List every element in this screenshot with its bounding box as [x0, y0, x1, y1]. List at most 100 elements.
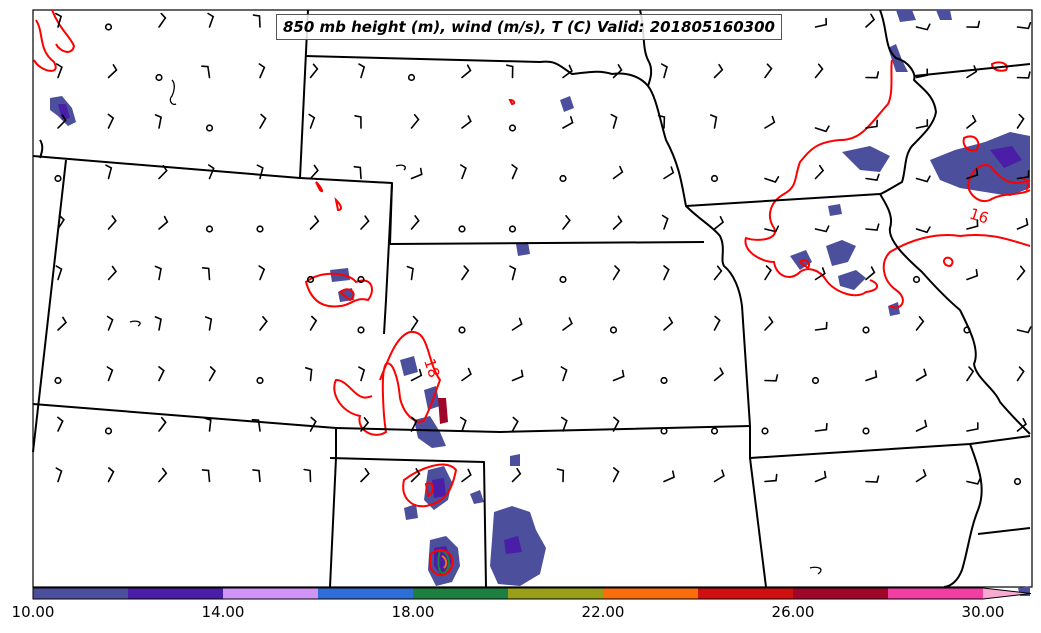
- wind-barb: [814, 422, 828, 432]
- wind-barb: [915, 119, 929, 129]
- wind-calm-marker: [508, 225, 517, 233]
- wind-barb: [204, 316, 213, 331]
- wind-calm-marker: [559, 174, 567, 183]
- state-boundaries: [32, 9, 1031, 588]
- wind-barb: [966, 20, 981, 29]
- wind-barb: [252, 14, 261, 28]
- wind-barb: [1016, 326, 1032, 334]
- wind-calm-marker: [963, 326, 971, 334]
- wind-barb: [107, 265, 118, 281]
- wind-barb: [1016, 113, 1025, 129]
- wind-calm-marker: [660, 427, 668, 435]
- wind-barb: [1016, 366, 1025, 382]
- precip-intense: [437, 548, 450, 574]
- wind-barb: [410, 215, 420, 230]
- wind-barb: [201, 65, 211, 79]
- wind-barb: [107, 215, 117, 230]
- wind-barb: [915, 368, 927, 382]
- wind-barb: [308, 113, 316, 129]
- wind-barb: [663, 316, 674, 331]
- wind-barb: [966, 269, 979, 281]
- wind-barb: [106, 315, 114, 331]
- wind-calm-marker: [609, 326, 618, 334]
- wind-barb: [814, 125, 830, 133]
- wind-barb: [309, 416, 317, 432]
- wind-barb: [612, 369, 625, 382]
- colorbar-tick-label: 18.00: [391, 603, 435, 621]
- wind-calm-marker: [205, 225, 214, 233]
- wind-calm-marker: [357, 326, 365, 334]
- wind-calm-marker: [458, 326, 466, 334]
- wind-barb: [154, 265, 162, 281]
- wind-calm-marker: [811, 376, 820, 385]
- wind-barb: [562, 215, 571, 230]
- wind-barb: [562, 64, 573, 79]
- wind-barb: [360, 467, 370, 483]
- wind-barb: [511, 369, 524, 382]
- wind-barb: [865, 119, 878, 129]
- wind-barb: [1016, 21, 1032, 30]
- wind-barb: [915, 469, 927, 483]
- wind-barb: [461, 265, 470, 281]
- wind-barb: [461, 367, 472, 382]
- wind-barb: [57, 114, 67, 129]
- wind-barb: [55, 12, 63, 28]
- map-title: 850 mb height (m), wind (m/s), T (C) Val…: [276, 14, 782, 40]
- wind-barb: [713, 367, 725, 382]
- wind-barb: [201, 267, 211, 281]
- wind-barb: [713, 265, 723, 281]
- wind-calm-marker: [660, 376, 668, 385]
- wind-barb: [663, 470, 676, 483]
- colorbar-tick-label: 26.00: [771, 603, 815, 621]
- wind-barb: [506, 64, 514, 79]
- wind-barb: [204, 417, 212, 432]
- wind-barb: [259, 316, 268, 331]
- colorbar-segment: [793, 588, 888, 599]
- wind-barb: [252, 469, 261, 483]
- wind-calm-marker: [862, 427, 870, 435]
- wind-barb: [865, 223, 880, 231]
- wind-barb: [360, 215, 370, 230]
- wind-calm-marker: [559, 275, 567, 284]
- wind-barb: [915, 316, 925, 331]
- wind-barb: [107, 113, 115, 129]
- wind-barb: [764, 115, 776, 129]
- colorbar-tick-label: 30.00: [961, 603, 1005, 621]
- wind-barb: [663, 265, 670, 281]
- wind-barb: [460, 416, 467, 432]
- wind-calm-marker: [54, 376, 62, 385]
- wind-calm-marker: [862, 326, 870, 334]
- wind-barb: [511, 416, 519, 432]
- wind-calm-marker: [54, 174, 62, 183]
- wind-barb: [158, 164, 168, 180]
- wind-barb: [410, 468, 421, 483]
- wind-barb: [663, 166, 675, 180]
- wind-barb: [612, 64, 623, 79]
- wind-barb: [764, 374, 779, 382]
- wind-barb: [309, 215, 320, 230]
- wind-barb: [966, 477, 981, 485]
- wind-barb: [814, 17, 828, 28]
- wind-barb: [461, 115, 472, 129]
- wind-barb: [303, 468, 312, 483]
- colorbar-segment: [698, 588, 793, 599]
- wind-barb: [55, 467, 63, 483]
- wind-calm-marker: [306, 275, 315, 284]
- wind-calm-marker: [357, 275, 365, 284]
- colorbar-segment: [318, 588, 413, 599]
- wind-calm-marker: [761, 427, 769, 435]
- colorbar-segment: [128, 588, 223, 599]
- wind-barb: [461, 64, 472, 79]
- colorbar-tick-label: 22.00: [581, 603, 625, 621]
- wind-barb: [410, 315, 419, 331]
- wind-barb: [560, 416, 568, 432]
- wind-barb: [309, 63, 319, 79]
- wind-barb: [309, 164, 319, 180]
- wind-barb: [511, 467, 522, 483]
- wind-barb: [201, 469, 211, 483]
- wind-barb: [360, 417, 370, 432]
- colorbar-segment: [413, 588, 508, 599]
- wind-barb: [713, 63, 724, 79]
- colorbar-extend-arrow: [983, 588, 1031, 599]
- wind-barb: [353, 165, 362, 180]
